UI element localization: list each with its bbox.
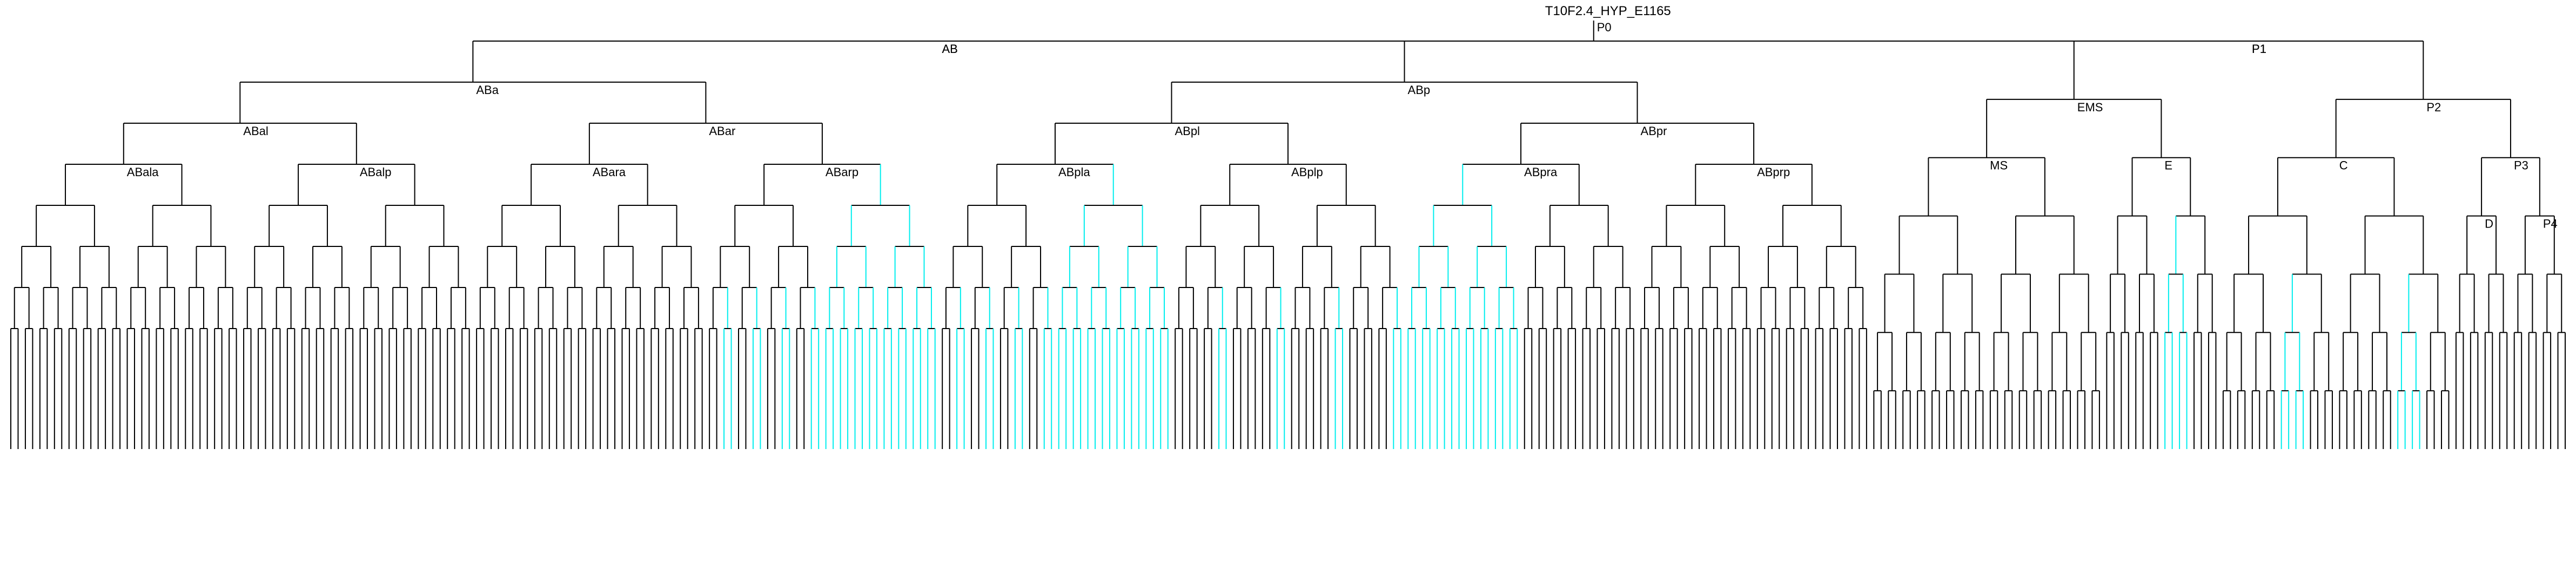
svg-text:C: C <box>2339 159 2348 172</box>
svg-text:P2: P2 <box>2426 101 2441 114</box>
svg-text:ABala: ABala <box>127 165 159 179</box>
svg-text:P3: P3 <box>2514 159 2528 172</box>
svg-text:ABprp: ABprp <box>1757 165 1790 179</box>
svg-text:ABalp: ABalp <box>360 165 392 179</box>
svg-text:ABp: ABp <box>1408 83 1431 97</box>
svg-text:ABarp: ABarp <box>826 165 858 179</box>
svg-text:E: E <box>2164 159 2172 172</box>
svg-text:ABpla: ABpla <box>1058 165 1090 179</box>
svg-text:T10F2.4_HYP_E1165: T10F2.4_HYP_E1165 <box>1545 4 1671 18</box>
svg-text:P4: P4 <box>2543 217 2558 231</box>
svg-text:ABa: ABa <box>476 83 499 97</box>
svg-text:EMS: EMS <box>2077 101 2103 114</box>
svg-text:ABpra: ABpra <box>1524 165 1558 179</box>
svg-text:ABpl: ABpl <box>1175 124 1199 138</box>
svg-text:ABara: ABara <box>593 165 626 179</box>
svg-text:P1: P1 <box>2252 42 2266 56</box>
svg-text:D: D <box>2485 217 2493 231</box>
svg-text:P0: P0 <box>1597 21 1612 34</box>
svg-text:ABpr: ABpr <box>1641 124 1667 138</box>
svg-text:ABplp: ABplp <box>1291 165 1323 179</box>
svg-text:AB: AB <box>942 42 957 56</box>
svg-text:ABal: ABal <box>243 124 268 138</box>
svg-text:ABar: ABar <box>709 124 735 138</box>
svg-text:MS: MS <box>1990 159 2008 172</box>
